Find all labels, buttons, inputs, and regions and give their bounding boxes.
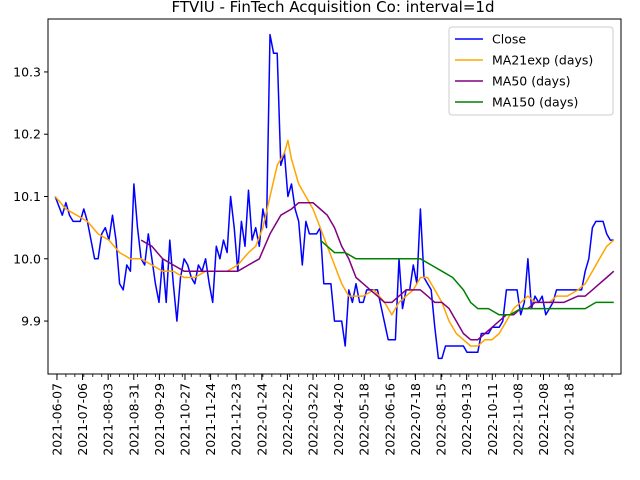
series-line-1 xyxy=(54,139,615,347)
x-tick-label: 2021-08-31 xyxy=(126,383,141,456)
y-tick-label: 10.1 xyxy=(13,189,41,204)
y-tick-label: 10.0 xyxy=(13,251,41,266)
legend-label: MA21exp (days) xyxy=(492,53,593,68)
x-tick-label: 2021-12-23 xyxy=(229,383,244,456)
legend-label: MA50 (days) xyxy=(492,74,570,89)
x-tick-label: 2022-01-18 xyxy=(562,383,577,456)
series-line-0 xyxy=(54,33,614,360)
y-tick-label: 10.2 xyxy=(13,127,41,142)
x-tick-label: 2022-12-08 xyxy=(536,383,551,456)
x-tick-label: 2022-07-18 xyxy=(408,383,423,456)
x-tick-label: 2022-11-08 xyxy=(510,383,525,456)
x-tick-label: 2021-10-27 xyxy=(178,383,193,456)
x-tick-label: 2022-10-11 xyxy=(485,383,500,456)
x-tick-label: 2022-03-22 xyxy=(306,383,321,456)
legend: Close MA21exp (days) MA50 (days) MA150 (day… xyxy=(448,26,614,116)
y-tick-label: 10.3 xyxy=(13,64,41,79)
plot-lines xyxy=(54,33,615,360)
chart-title: FTVIU - FinTech Acquisition Co: interval… xyxy=(172,0,495,16)
x-tick-label: 2021-11-24 xyxy=(203,383,218,456)
series-line-2 xyxy=(140,201,615,341)
legend-label: Close xyxy=(492,32,526,47)
x-tick-label: 2022-04-20 xyxy=(331,383,346,456)
series-line-3 xyxy=(319,239,614,316)
legend-label: MA150 (days) xyxy=(492,95,578,110)
y-tick-label: 9.9 xyxy=(21,314,41,329)
x-tick-label: 2022-09-13 xyxy=(459,383,474,456)
x-tick-label: 2022-02-22 xyxy=(280,383,295,456)
x-tick-label: 2022-08-15 xyxy=(434,383,449,456)
x-tick-label: 2021-09-29 xyxy=(152,383,167,456)
x-tick-label: 2022-01-24 xyxy=(254,383,269,456)
x-tick-label: 2021-07-06 xyxy=(75,383,90,456)
x-tick-label: 2022-05-18 xyxy=(357,383,372,456)
x-tick-label: 2021-08-03 xyxy=(101,383,116,456)
x-tick-label: 2021-06-07 xyxy=(50,383,65,456)
x-axis: 2021-06-07 2021-07-06 2021-08-03 2021-08-31… xyxy=(50,374,613,456)
y-axis: 9.9 10.0 10.1 10.2 10.3 xyxy=(13,64,48,329)
legend-box xyxy=(448,26,614,116)
x-tick-label: 2022-06-16 xyxy=(382,383,397,456)
